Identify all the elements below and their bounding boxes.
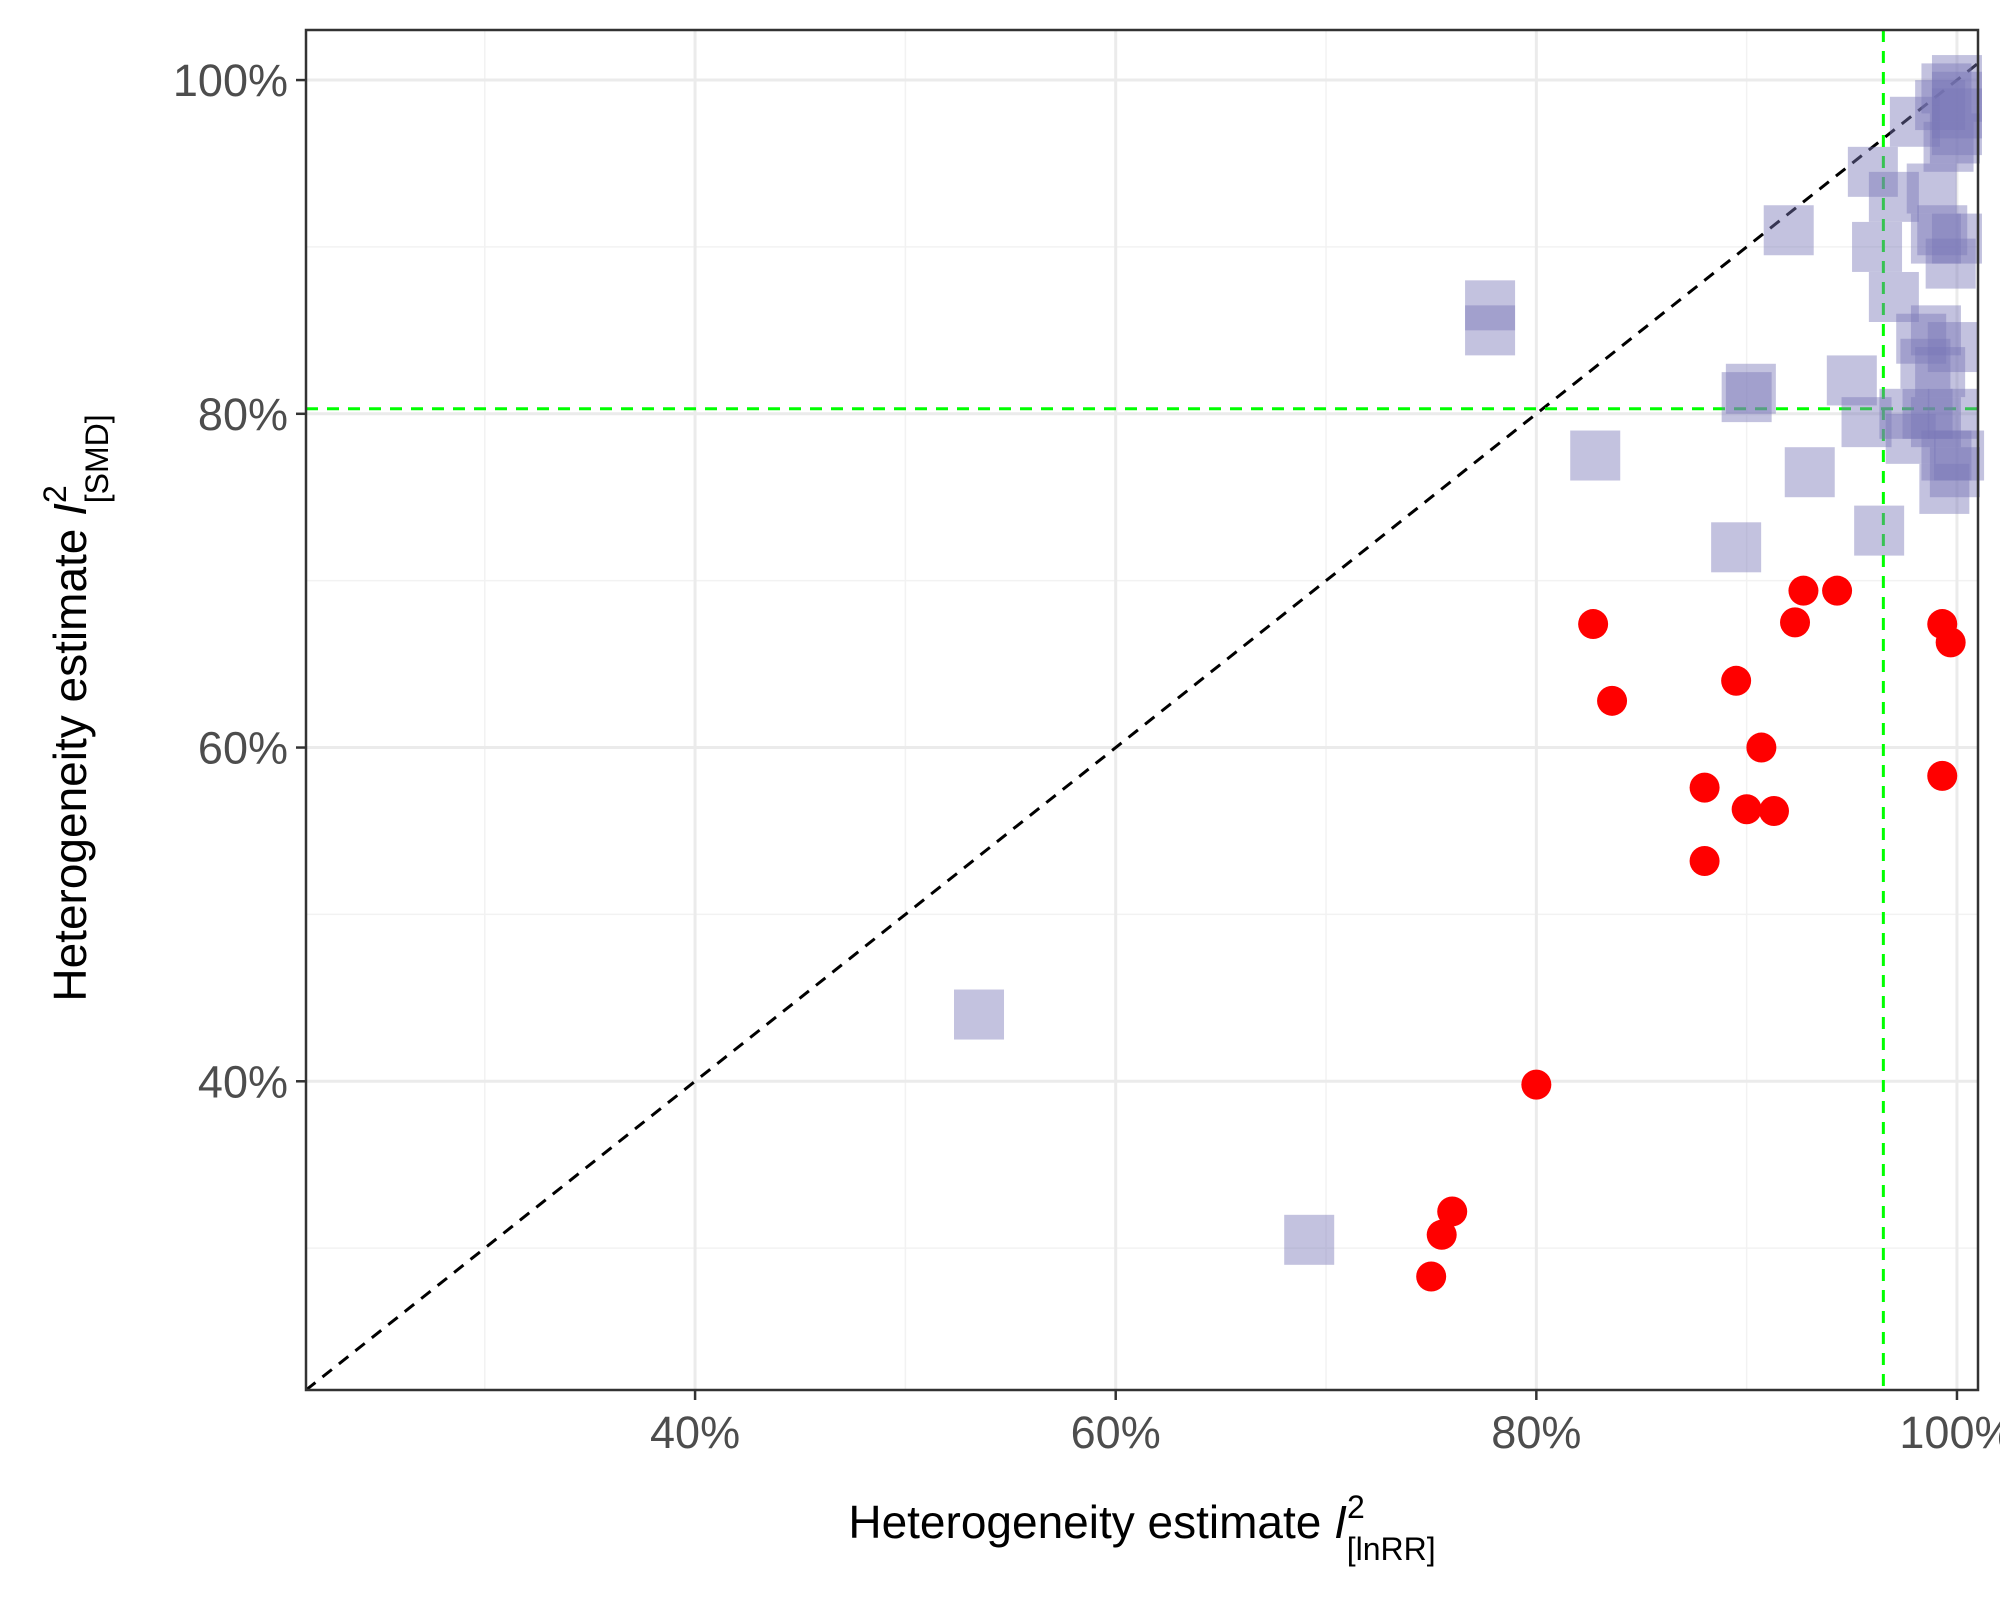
x-axis-ticks: 40% 60% 80% 100%: [650, 1390, 2000, 1458]
circle-point: [1746, 732, 1777, 763]
x-tick-label: 80%: [1491, 1407, 1581, 1458]
y-axis-title-symbol: I: [44, 503, 96, 516]
circle-point: [1578, 609, 1609, 640]
circle-point: [1597, 685, 1628, 716]
circle-point: [1731, 794, 1762, 825]
square-point: [1885, 413, 1936, 464]
circle-point: [1426, 1219, 1457, 1250]
square-point: [1763, 205, 1814, 256]
y-axis-title-sup: 2: [37, 485, 73, 503]
y-axis-title-sub: [SMD]: [79, 414, 115, 503]
square-point: [1879, 388, 1930, 439]
square-point: [1570, 430, 1621, 481]
square-point: [1915, 347, 1966, 398]
square-point: [1910, 213, 1961, 264]
square-point: [1854, 505, 1905, 556]
x-axis-title: Heterogeneity estimate I2 [lnRR]: [848, 1489, 1435, 1567]
square-point: [1927, 322, 1978, 373]
square-point: [1919, 463, 1970, 514]
plot-panel-border: [304, 28, 1980, 1392]
square-point: [1852, 221, 1903, 272]
circle-point: [1416, 1261, 1447, 1292]
square-point: [1465, 305, 1516, 356]
square-point: [1929, 447, 1980, 498]
square-point: [1889, 96, 1940, 147]
x-axis-title-symbol: I: [1334, 1496, 1347, 1548]
y-tick-label: 80%: [198, 389, 288, 440]
square-point: [1721, 372, 1772, 423]
square-point: [1465, 280, 1516, 331]
square-point: [1784, 447, 1835, 498]
circle-point: [1689, 772, 1720, 803]
circle-point: [1758, 795, 1789, 826]
square-point: [1923, 121, 1974, 172]
x-axis-title-sup: 2: [1347, 1489, 1365, 1525]
square-point: [1896, 313, 1947, 364]
square-point: [1906, 163, 1957, 214]
data-points: [954, 55, 1985, 1292]
square-point: [1921, 430, 1972, 481]
circle-point: [1521, 1069, 1552, 1100]
circle-point: [1822, 575, 1853, 606]
square-point: [1902, 388, 1953, 439]
square-point: [1841, 397, 1892, 448]
y-tick-label: 40%: [198, 1056, 288, 1107]
circle-point: [1437, 1196, 1468, 1227]
x-tick-label: 100%: [1899, 1407, 2000, 1458]
circle-point: [1780, 607, 1811, 638]
square-point: [1711, 522, 1762, 573]
y-axis-ticks: 40% 60% 80% 100%: [173, 55, 306, 1107]
circle-point: [1689, 846, 1720, 877]
square-point: [1931, 213, 1982, 264]
grid-lines: [306, 30, 1978, 1390]
circle-point: [1927, 760, 1958, 791]
circle-point: [1935, 627, 1966, 658]
square-point: [1927, 388, 1978, 439]
square-point: [1931, 105, 1982, 156]
square-point: [1910, 305, 1961, 356]
square-point: [1284, 1214, 1335, 1265]
y-axis-title-main: Heterogeneity estimate: [44, 516, 96, 1002]
x-axis-title-main: Heterogeneity estimate: [848, 1496, 1334, 1548]
square-point: [1931, 71, 1982, 122]
x-axis-title-sub: [lnRR]: [1347, 1531, 1436, 1567]
square-point: [1931, 55, 1982, 106]
square-point: [1725, 363, 1776, 414]
square-point: [1868, 171, 1919, 222]
x-tick-label: 60%: [1071, 1407, 1161, 1458]
square-point: [1868, 271, 1919, 322]
reference-lines: [305, 30, 1979, 1392]
circle-point: [1788, 575, 1819, 606]
square-point: [1900, 338, 1951, 389]
circle-point: [1721, 665, 1752, 696]
square-point: [954, 989, 1005, 1040]
identity-diagonal-line: [305, 62, 1979, 1392]
y-axis-title: Heterogeneity estimate I2 [SMD]: [37, 414, 115, 1001]
square-point: [1934, 430, 1985, 481]
square-point: [1847, 146, 1898, 197]
y-tick-label: 60%: [198, 723, 288, 774]
square-point: [1826, 355, 1877, 406]
square-point: [1917, 205, 1968, 256]
y-tick-label: 100%: [173, 55, 288, 106]
square-point: [1925, 238, 1976, 289]
square-point: [1929, 113, 1980, 164]
square-point: [1921, 63, 1972, 114]
square-point: [1915, 80, 1966, 131]
x-tick-label: 40%: [650, 1407, 740, 1458]
square-point: [1910, 397, 1961, 448]
square-point: [1931, 88, 1982, 139]
